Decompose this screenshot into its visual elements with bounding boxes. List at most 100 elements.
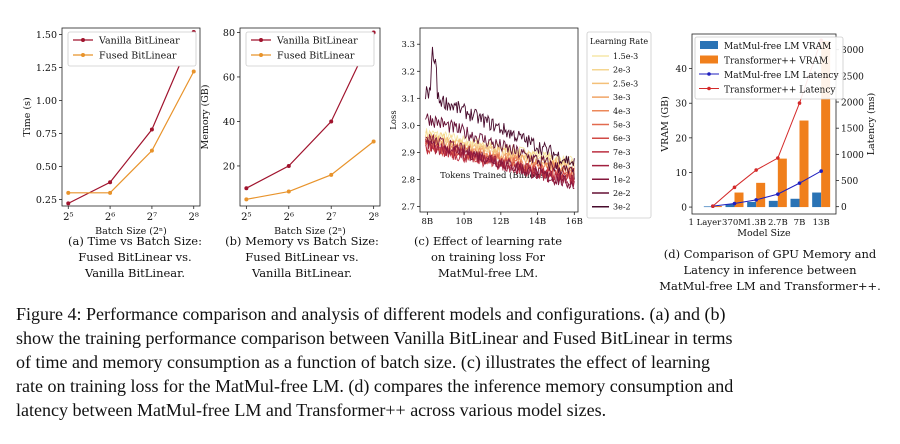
panel-d-data-point bbox=[754, 168, 758, 172]
panel-a-caption-line: (a) Time vs Batch Size: bbox=[68, 234, 202, 248]
panel-d-data-point bbox=[732, 201, 737, 206]
panel-c-series-line bbox=[425, 128, 575, 166]
panel-a-ytick-label: 0.75 bbox=[36, 129, 57, 140]
panel-b-legend-label: Vanilla BitLinear bbox=[276, 36, 358, 47]
panel-a-ytick-label: 0.25 bbox=[36, 195, 57, 206]
panel-d-bar bbox=[703, 206, 713, 208]
panel-b-xtick-label: 2⁶ bbox=[284, 212, 294, 223]
caption-line: show the training performance comparison… bbox=[16, 328, 733, 348]
panel-b-axes-frame bbox=[239, 27, 381, 207]
panel-b-xlabel: Batch Size (2ⁿ) bbox=[274, 226, 346, 237]
panel-c-ytick-label: 2.9 bbox=[401, 148, 415, 158]
panel-d-xtick-label: 1 Layer bbox=[688, 218, 722, 228]
panel-c-legend-title: Learning Rate bbox=[590, 37, 648, 46]
panel-d-legend-label: Transformer++ VRAM bbox=[724, 57, 828, 67]
figure-4: 0.25 0.50 0.75 1.00 1.25 1.50 2⁵ 2⁶ 2⁷ 2⁸ Batch Si… bbox=[22, 27, 877, 239]
panel-d-latency-line bbox=[712, 170, 822, 207]
panel-b-series-line bbox=[246, 141, 375, 200]
panel-d-ytick-label-left: 40 bbox=[676, 65, 688, 75]
panel-b-caption-line: Fused BitLinear vs. bbox=[245, 250, 359, 264]
panel-a-legend-marker bbox=[81, 38, 85, 42]
panel-d-bar bbox=[712, 206, 722, 208]
panel-d-caption-line: Latency in inference between bbox=[683, 263, 857, 277]
panel-c-axes-frame bbox=[419, 27, 579, 213]
panel-a-ytick-label: 1.00 bbox=[36, 96, 57, 107]
panel-a-ytick-label: 1.25 bbox=[36, 63, 57, 74]
panel-b-ylabel: Memory (GB) bbox=[200, 85, 211, 150]
panel-d-ytick-label-right: 1500 bbox=[841, 125, 864, 135]
panel-d-data-point bbox=[754, 198, 758, 202]
panel-c-caption: (c) Effect of learning rate on training … bbox=[393, 233, 583, 281]
panel-c-series-line bbox=[425, 138, 575, 179]
panel-c-legend-label: 5e-3 bbox=[613, 121, 631, 130]
panel-b-xtick-label: 2⁸ bbox=[368, 212, 378, 223]
panel-b-memory-vs-batch-size: 20 40 60 80 2⁵ 2⁶ 2⁷ 2⁸ Batch Size (2ⁿ) Memory (G… bbox=[200, 27, 381, 237]
panel-a-data-point bbox=[149, 127, 154, 132]
panel-d-data-point bbox=[776, 192, 780, 196]
panel-d-ytick-label-left: 20 bbox=[676, 134, 688, 144]
panel-d-ylabel-left: VRAM (GB) bbox=[660, 96, 671, 153]
panel-b-data-point bbox=[371, 139, 376, 144]
panel-a-ylabel: Time (s) bbox=[22, 97, 33, 136]
panel-d-data-point bbox=[797, 181, 802, 185]
panel-c-ytick-label: 2.7 bbox=[401, 203, 415, 213]
panel-d-ytick-label-right: 0 bbox=[841, 203, 847, 213]
panel-d-xtick-label: 13B bbox=[813, 218, 830, 228]
panel-d-xtick-label: 2.7B bbox=[768, 218, 788, 228]
panel-c-xtick-label: 12B bbox=[492, 217, 509, 227]
panel-c-ytick-label: 2.8 bbox=[401, 176, 415, 186]
panel-b-ytick-label: 80 bbox=[223, 28, 235, 39]
panel-d-bar bbox=[725, 203, 735, 208]
panel-c-legend-label: 8e-3 bbox=[613, 162, 631, 171]
panel-d-xlabel: Model Size bbox=[737, 228, 791, 239]
panel-a-data-point bbox=[108, 180, 113, 185]
caption-line: rate on training loss for the MatMul-fre… bbox=[16, 376, 734, 396]
panel-c-legend-label: 7e-3 bbox=[613, 148, 631, 157]
panel-d-legend-label: Transformer++ Latency bbox=[724, 86, 836, 96]
panel-b-data-point bbox=[286, 163, 291, 168]
panel-c-legend-label: 1.5e-3 bbox=[613, 52, 638, 61]
panel-d-bar bbox=[734, 192, 744, 208]
panel-d-xtick-label: 7B bbox=[794, 218, 806, 228]
panel-a-time-vs-batch-size: 0.25 0.50 0.75 1.00 1.25 1.50 2⁵ 2⁶ 2⁷ 2⁸ Batch Si… bbox=[22, 27, 201, 237]
panel-d-caption-line: MatMul-free LM and Transformer++. bbox=[659, 279, 881, 293]
panel-c-legend-label: 2e-3 bbox=[613, 66, 631, 75]
panel-b-data-point bbox=[244, 197, 249, 202]
panel-a-ytick-label: 1.50 bbox=[36, 30, 57, 41]
panel-d-caption: (d) Comparison of GPU Memory and Latency… bbox=[650, 246, 890, 294]
panel-a-axes-frame bbox=[61, 27, 201, 207]
panel-d-ytick-label-right: 3000 bbox=[841, 46, 864, 56]
panel-d-data-point bbox=[711, 204, 715, 208]
panel-c-series-line bbox=[425, 46, 575, 167]
panel-d-bar bbox=[790, 198, 800, 208]
panel-d-bar bbox=[821, 40, 831, 208]
panel-b-data-point bbox=[286, 189, 291, 194]
caption-line: of time and memory consumption as a func… bbox=[16, 352, 710, 372]
panel-d-bar bbox=[812, 192, 822, 208]
panel-b-ytick-label: 40 bbox=[223, 117, 235, 128]
panel-d-ytick-label-left: 0 bbox=[681, 204, 687, 214]
panel-b-legend-marker bbox=[259, 38, 263, 42]
panel-c-ytick-label: 3.3 bbox=[401, 40, 415, 50]
panel-b-legend-box bbox=[245, 31, 375, 67]
panel-a-data-point bbox=[66, 190, 71, 195]
panel-a-data-point bbox=[66, 201, 71, 206]
panel-a-ytick-label: 0.50 bbox=[36, 162, 57, 173]
panel-c-series-line bbox=[425, 113, 575, 180]
panel-d-legend-label: MatMul-free LM VRAM bbox=[724, 42, 831, 52]
panel-a-legend-box bbox=[67, 31, 197, 67]
panel-a-legend-marker bbox=[81, 53, 85, 57]
panel-c-xtick-label: 14B bbox=[529, 217, 546, 227]
panel-b-data-point bbox=[329, 172, 334, 177]
panel-d-data-point bbox=[732, 185, 737, 190]
panel-b-xtick-label: 2⁷ bbox=[326, 212, 336, 223]
panel-c-xtick-label: 16B bbox=[566, 217, 583, 227]
panel-c-series-line bbox=[425, 133, 575, 190]
panel-c-legend-label: 1e-2 bbox=[613, 175, 631, 184]
panel-d-bar bbox=[756, 182, 766, 208]
panel-c-caption-line: on training loss For bbox=[431, 250, 545, 264]
panel-a-data-point bbox=[149, 148, 154, 153]
panel-b-ytick-label: 20 bbox=[223, 161, 235, 172]
panel-d-bar bbox=[747, 201, 757, 208]
panel-a-data-point bbox=[191, 69, 196, 74]
